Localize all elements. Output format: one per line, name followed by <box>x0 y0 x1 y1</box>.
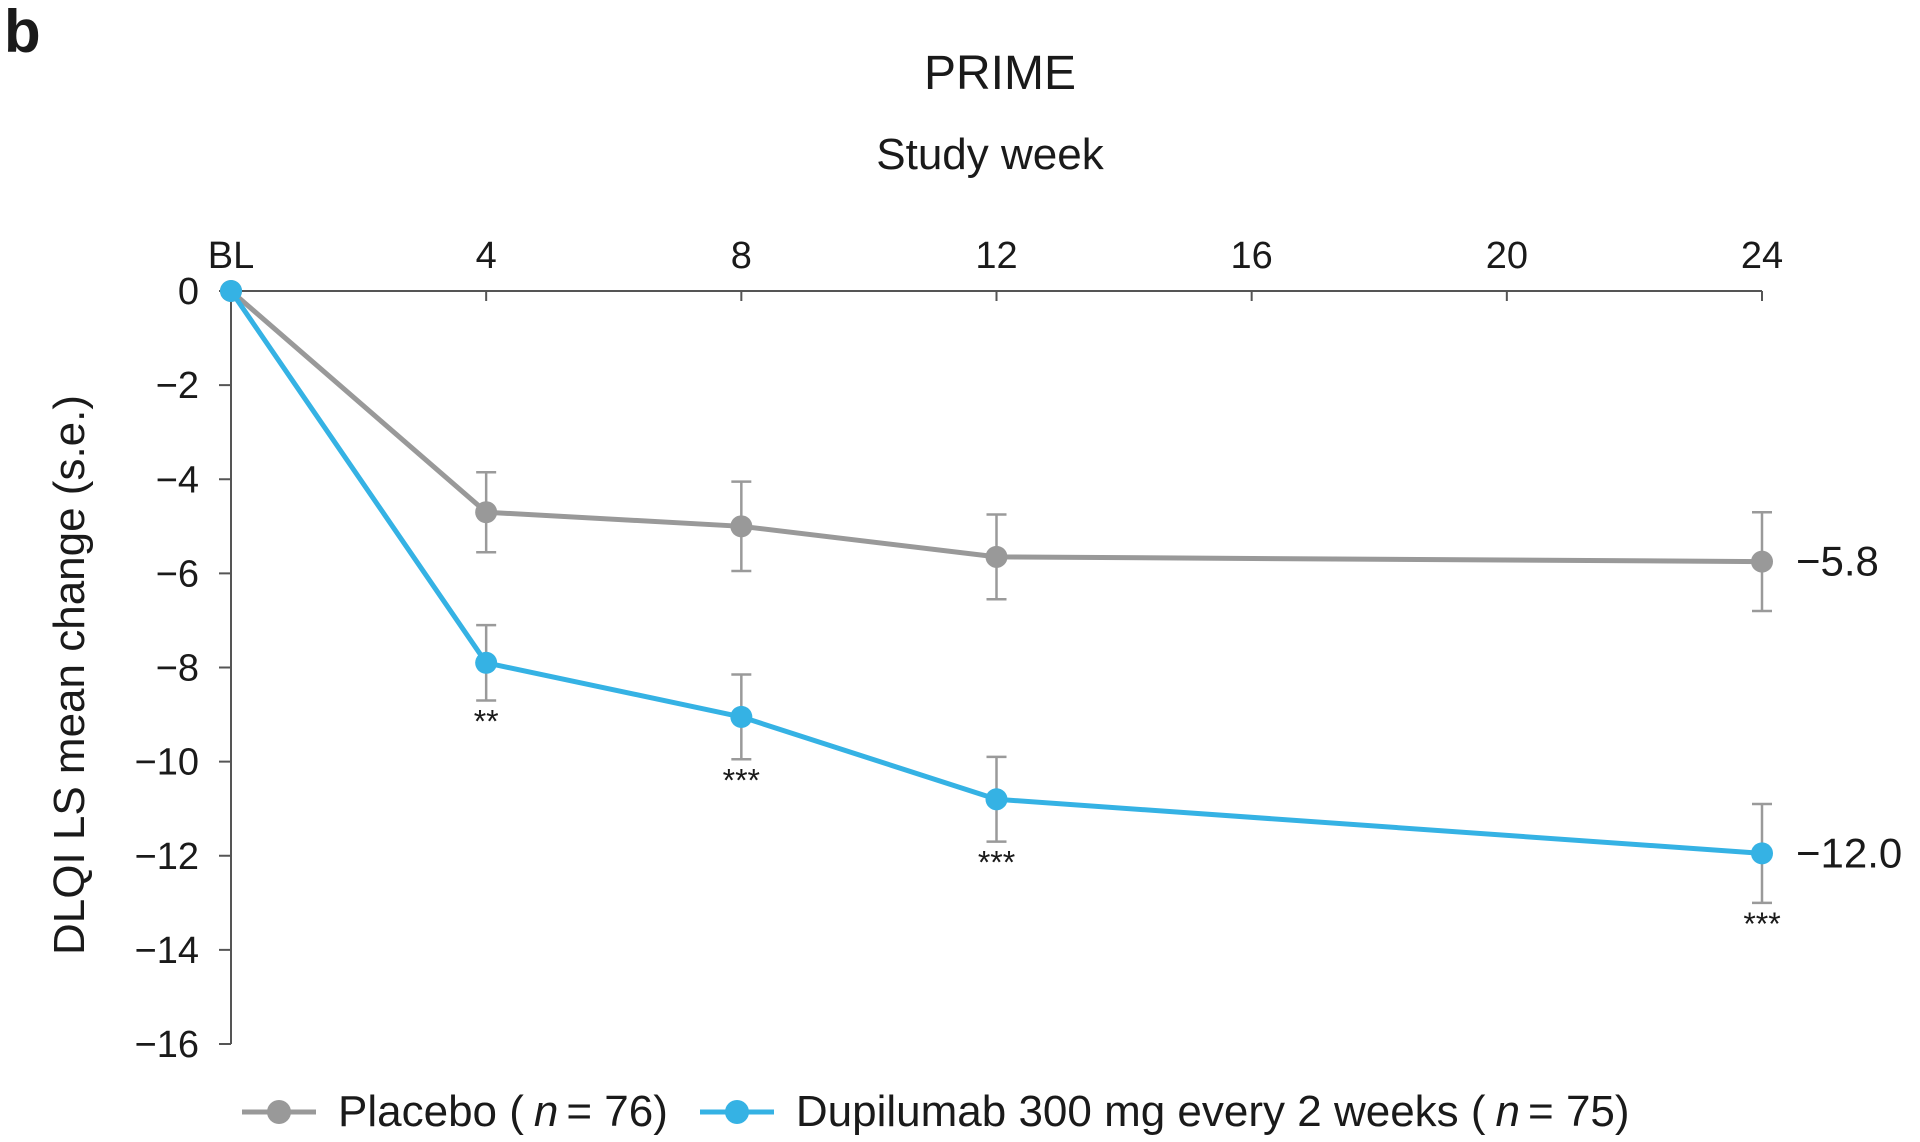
legend-item-placebo: Placebo ( n = 76) <box>238 1087 668 1137</box>
data-point-1-3 <box>985 788 1008 811</box>
data-point-0-1 <box>475 501 498 524</box>
x-tick-label-0: BL <box>208 235 254 277</box>
data-point-1-1 <box>475 651 498 674</box>
legend-swatch-placebo <box>242 1100 316 1124</box>
panel-label: b <box>4 0 41 65</box>
data-point-1-2 <box>730 705 753 728</box>
y-tick-label-0: 0 <box>178 271 199 313</box>
significance-label-1-2: *** <box>723 762 760 798</box>
data-point-1-4 <box>1751 842 1773 865</box>
x-tick-label-6: 24 <box>1741 235 1783 277</box>
x-tick-label-2: 8 <box>731 235 752 277</box>
significance-label-1-4: *** <box>1743 906 1780 942</box>
y-tick-label-3: −6 <box>156 553 199 595</box>
y-tick-label-1: −2 <box>156 365 199 407</box>
y-tick-label-5: −10 <box>135 742 199 784</box>
legend-n-symbol-placebo: n <box>533 1087 559 1136</box>
legend-n-placebo: = 76) <box>566 1087 668 1136</box>
chart-title: PRIME <box>923 47 1076 100</box>
end-value-label-1: −12.0 <box>1796 829 1902 876</box>
y-tick-label-7: −14 <box>135 930 199 972</box>
y-tick-label-6: −12 <box>135 836 199 878</box>
significance-label-1-3: *** <box>978 845 1015 881</box>
x-tick-label-3: 12 <box>975 235 1017 277</box>
legend-label-dupilumab: Dupilumab 300 mg every 2 weeks ( <box>795 1087 1486 1136</box>
data-point-1-0 <box>220 280 242 302</box>
legend-label-placebo: Placebo ( <box>338 1087 524 1136</box>
y-tick-label-2: −4 <box>156 459 199 501</box>
x-tick-label-4: 16 <box>1231 235 1273 277</box>
legend-item-dupilumab: Dupilumab 300 mg every 2 weeks ( n = 75) <box>696 1087 1630 1137</box>
legend-swatch-dupilumab <box>699 1100 774 1124</box>
legend-n-symbol-dupilumab: n <box>1495 1087 1521 1136</box>
significance-label-1-1: ** <box>474 703 499 739</box>
y-tick-label-8: −16 <box>135 1024 199 1066</box>
data-point-0-3 <box>985 545 1008 568</box>
legend-n-dupilumab: = 75) <box>1528 1087 1630 1136</box>
legend: Placebo ( n = 76) Dupilumab 300 mg every… <box>238 1082 1658 1142</box>
data-point-0-2 <box>730 515 753 538</box>
x-tick-label-1: 4 <box>476 235 497 277</box>
end-value-label-0: −5.8 <box>1796 538 1879 585</box>
x-tick-label-5: 20 <box>1486 235 1528 277</box>
data-point-0-4 <box>1751 550 1773 573</box>
y-tick-label-4: −8 <box>156 648 199 690</box>
x-axis-label: Study week <box>876 130 1104 179</box>
